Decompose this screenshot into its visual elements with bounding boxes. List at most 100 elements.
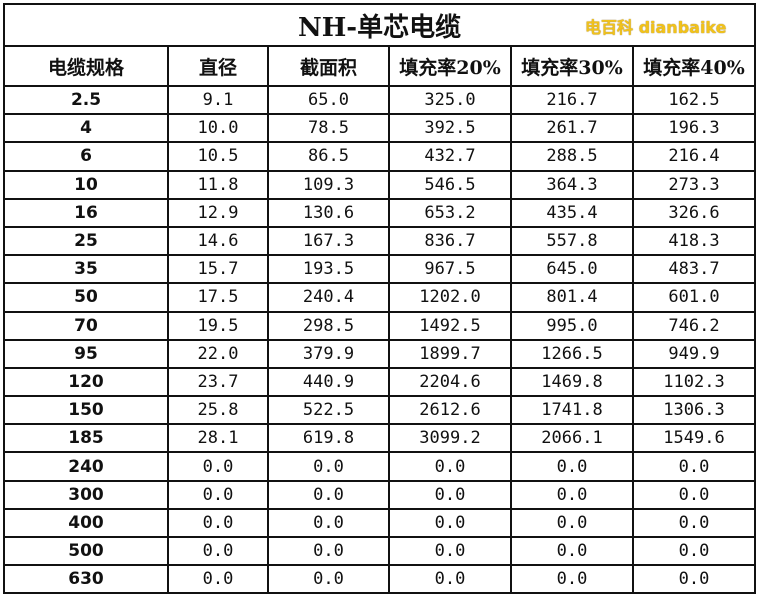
table-row: 50 17.5 240.4 1202.0 801.4 601.0	[3, 282, 757, 313]
cell-diameter: 28.1	[167, 423, 269, 454]
cell-fill-40: 746.2	[631, 310, 757, 341]
cell-fill-40: 0.0	[631, 507, 757, 539]
column-header-diameter: 直径	[167, 45, 269, 87]
cell-fill-40: 0.0	[631, 564, 757, 595]
cell-fill-40: 0.0	[631, 451, 757, 482]
cell-spec: 185	[3, 423, 169, 454]
cell-fill-20: 836.7	[388, 225, 512, 257]
cell-fill-30: 1266.5	[510, 338, 634, 369]
cell-diameter: 0.0	[167, 507, 269, 539]
cell-fill-40: 0.0	[631, 479, 757, 510]
column-header-spec: 电缆规格	[3, 45, 169, 87]
cell-fill-20: 967.5	[388, 254, 512, 285]
cell-diameter: 10.5	[167, 141, 269, 172]
cell-fill-40: 601.0	[631, 282, 757, 313]
cell-diameter: 25.8	[167, 395, 269, 426]
cell-fill-20: 392.5	[388, 113, 512, 144]
cell-diameter: 22.0	[167, 338, 269, 369]
cell-spec: 300	[3, 479, 169, 510]
cell-fill-20: 0.0	[388, 564, 512, 595]
table-row: 70 19.5 298.5 1492.5 995.0 746.2	[3, 310, 757, 341]
cell-diameter: 10.0	[167, 113, 269, 144]
cell-fill-20: 546.5	[388, 169, 512, 200]
cell-area: 109.3	[267, 169, 390, 200]
cell-fill-20: 0.0	[388, 451, 512, 482]
cell-fill-40: 483.7	[631, 254, 757, 285]
cell-fill-20: 2204.6	[388, 366, 512, 398]
cell-spec: 10	[3, 169, 169, 200]
cell-area: 65.0	[267, 84, 390, 116]
cell-area: 240.4	[267, 282, 390, 313]
table-row: 10 11.8 109.3 546.5 364.3 273.3	[3, 169, 757, 200]
cell-spec: 150	[3, 395, 169, 426]
table-row: 300 0.0 0.0 0.0 0.0 0.0	[3, 479, 757, 510]
cell-fill-40: 1549.6	[631, 423, 757, 454]
cell-fill-20: 0.0	[388, 535, 512, 567]
cell-area: 298.5	[267, 310, 390, 341]
table-row: 150 25.8 522.5 2612.6 1741.8 1306.3	[3, 395, 757, 426]
cell-fill-30: 801.4	[510, 282, 634, 313]
cell-spec: 500	[3, 535, 169, 567]
cell-fill-40: 326.6	[631, 197, 757, 228]
cell-area: 193.5	[267, 254, 390, 285]
table-row: 400 0.0 0.0 0.0 0.0 0.0	[3, 507, 757, 539]
table-row: 120 23.7 440.9 2204.6 1469.8 1102.3	[3, 366, 757, 398]
column-header-area: 截面积	[267, 45, 390, 87]
cell-fill-30: 288.5	[510, 141, 634, 172]
cell-spec: 240	[3, 451, 169, 482]
cell-area: 0.0	[267, 564, 390, 595]
cell-fill-20: 0.0	[388, 507, 512, 539]
watermark: 电百科 dianbaike	[585, 18, 727, 37]
column-header-fill-30: 填充率30%	[510, 45, 634, 87]
table-row: 240 0.0 0.0 0.0 0.0 0.0	[3, 451, 757, 482]
cell-fill-40: 1102.3	[631, 366, 757, 398]
table-row: 35 15.7 193.5 967.5 645.0 483.7	[3, 254, 757, 285]
cell-fill-30: 1469.8	[510, 366, 634, 398]
cell-spec: 4	[3, 113, 169, 144]
cell-fill-20: 1899.7	[388, 338, 512, 369]
table-row: 16 12.9 130.6 653.2 435.4 326.6	[3, 197, 757, 228]
cell-fill-20: 1202.0	[388, 282, 512, 313]
cell-fill-30: 995.0	[510, 310, 634, 341]
cell-diameter: 9.1	[167, 84, 269, 116]
cell-fill-40: 273.3	[631, 169, 757, 200]
cell-diameter: 0.0	[167, 564, 269, 595]
cell-diameter: 12.9	[167, 197, 269, 228]
cell-fill-20: 1492.5	[388, 310, 512, 341]
cell-area: 440.9	[267, 366, 390, 398]
cable-fill-table: NH-单芯电缆 电缆规格 直径 截面积 填充率20% 填充率30% 填充率40% 2.5 9…	[2, 3, 757, 595]
cell-diameter: 11.8	[167, 169, 269, 200]
cell-spec: 6	[3, 141, 169, 172]
cell-spec: 25	[3, 225, 169, 257]
cell-diameter: 0.0	[167, 535, 269, 567]
table-row: 95 22.0 379.9 1899.7 1266.5 949.9	[3, 338, 757, 369]
cell-area: 522.5	[267, 395, 390, 426]
cell-area: 167.3	[267, 225, 390, 257]
cell-fill-40: 162.5	[631, 84, 757, 116]
cell-area: 0.0	[267, 507, 390, 539]
cell-area: 619.8	[267, 423, 390, 454]
cell-fill-40: 0.0	[631, 535, 757, 567]
cell-fill-30: 645.0	[510, 254, 634, 285]
cell-diameter: 0.0	[167, 479, 269, 510]
table-row: 185 28.1 619.8 3099.2 2066.1 1549.6	[3, 423, 757, 454]
table-title: NH-单芯电缆	[2, 3, 757, 47]
cell-area: 86.5	[267, 141, 390, 172]
cell-spec: 50	[3, 282, 169, 313]
cell-fill-30: 261.7	[510, 113, 634, 144]
cell-area: 78.5	[267, 113, 390, 144]
cell-diameter: 19.5	[167, 310, 269, 341]
cell-fill-30: 2066.1	[510, 423, 634, 454]
table-row: 6 10.5 86.5 432.7 288.5 216.4	[3, 141, 757, 172]
cell-fill-40: 949.9	[631, 338, 757, 369]
table-row: 2.5 9.1 65.0 325.0 216.7 162.5	[3, 84, 757, 116]
cell-fill-30: 364.3	[510, 169, 634, 200]
column-header-fill-40: 填充率40%	[631, 45, 757, 87]
cell-spec: 70	[3, 310, 169, 341]
cell-fill-40: 418.3	[631, 225, 757, 257]
table-row: 4 10.0 78.5 392.5 261.7 196.3	[3, 113, 757, 144]
cell-fill-30: 0.0	[510, 535, 634, 567]
cell-spec: 400	[3, 507, 169, 539]
table-body: 2.5 9.1 65.0 325.0 216.7 162.5 4 10.0 78.5 392.5 2…	[3, 84, 757, 595]
cell-fill-40: 216.4	[631, 141, 757, 172]
